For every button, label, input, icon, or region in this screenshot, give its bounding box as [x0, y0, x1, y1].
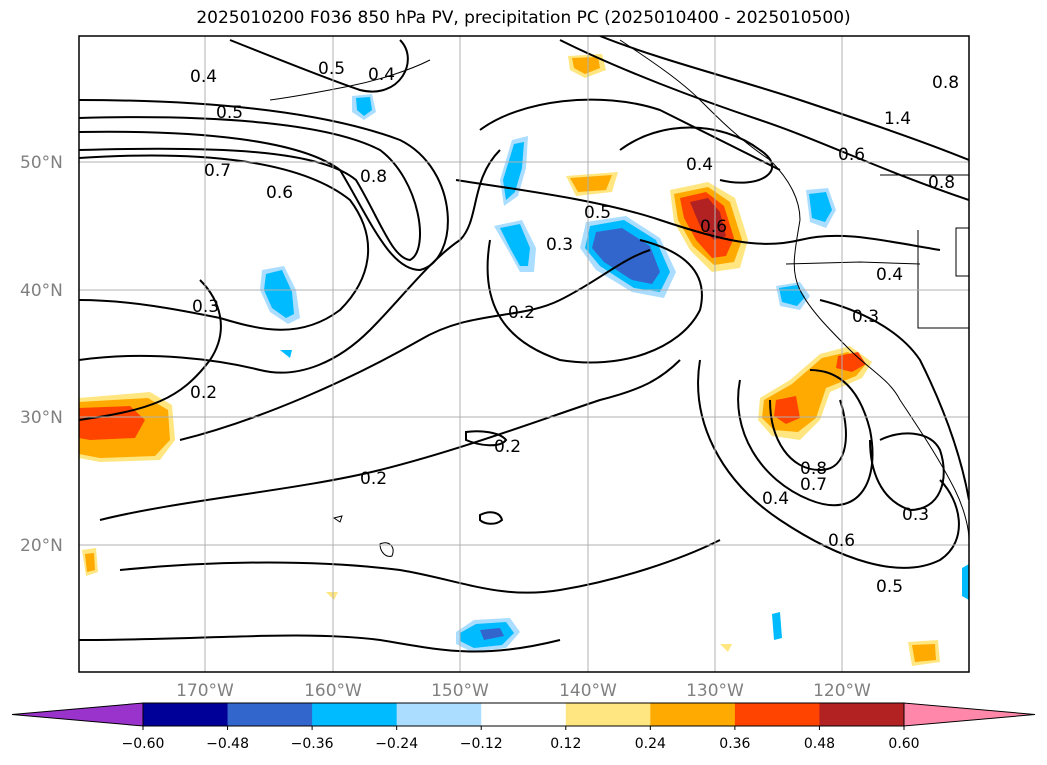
- lat-label: 40°N: [20, 281, 63, 301]
- contour-label: 0.6: [700, 217, 727, 237]
- contour-label: 0.3: [852, 307, 879, 327]
- contour-label: 0.5: [584, 203, 611, 223]
- contour-label: 0.4: [368, 65, 395, 85]
- colorbar-bin: [312, 703, 398, 726]
- colorbar-tick-label: −0.48: [206, 736, 249, 752]
- contour-label: 0.6: [266, 183, 293, 203]
- colorbar: [11, 702, 1036, 727]
- contour-label: 0.2: [190, 383, 217, 403]
- longitude-labels: 170°W 160°W 150°W 140°W 130°W 120°W: [176, 681, 871, 701]
- contour-label: 0.2: [360, 469, 387, 489]
- plot-frame: [78, 35, 970, 673]
- colorbar-bin: [565, 703, 651, 726]
- contour-label: 0.5: [216, 103, 243, 123]
- colorbar-tick-label: 0.60: [888, 736, 919, 752]
- contour-label: 0.8: [928, 173, 955, 193]
- colorbar-bin: [227, 703, 313, 726]
- contour-label: 0.3: [546, 235, 573, 255]
- contour-label: 0.8: [932, 73, 959, 93]
- colorbar-frame: [142, 702, 905, 727]
- contour-label: 0.7: [204, 161, 231, 181]
- colorbar-bin: [143, 703, 229, 726]
- colorbar-extend-low: [11, 702, 144, 727]
- colorbar-bin: [819, 703, 905, 726]
- contour-label: 0.4: [762, 489, 789, 509]
- colorbar-tick-label: −0.12: [460, 736, 503, 752]
- contour-label: 0.2: [508, 303, 535, 323]
- contour-label: 0.6: [828, 531, 855, 551]
- contour-label: 0.6: [838, 145, 865, 165]
- contour-label: 0.7: [800, 475, 827, 495]
- colorbar-bin: [481, 703, 567, 726]
- contour-label: 1.4: [884, 109, 911, 129]
- colorbar-tick-label: 0.12: [550, 736, 581, 752]
- contour-label: 0.4: [190, 67, 217, 87]
- contour-label: 0.5: [876, 577, 903, 597]
- colorbar-bin: [650, 703, 736, 726]
- lat-label: 30°N: [20, 408, 63, 428]
- lat-label: 20°N: [20, 536, 63, 556]
- lat-label: 50°N: [20, 153, 63, 173]
- latitude-labels: 50°N 40°N 30°N 20°N: [20, 153, 63, 556]
- lon-label: 120°W: [813, 681, 871, 701]
- colorbar-labels: −0.60 −0.48 −0.36 −0.24 −0.12 0.12 0.24 0.36 0.4…: [122, 726, 920, 752]
- colorbar-extend-high: [903, 702, 1036, 727]
- colorbar-tick-label: −0.60: [122, 736, 165, 752]
- colorbar-tick-label: 0.24: [635, 736, 666, 752]
- pv-contours: [79, 36, 969, 653]
- contour-label: 0.8: [800, 459, 827, 479]
- precip-shading: [79, 54, 969, 666]
- contour-label: 0.4: [876, 265, 903, 285]
- graticule: [79, 36, 969, 672]
- lon-label: 150°W: [431, 681, 489, 701]
- colorbar-tick-label: 0.36: [719, 736, 750, 752]
- contour-label: 0.3: [902, 505, 929, 525]
- contour-label: 0.8: [360, 167, 387, 187]
- colorbar-bin: [396, 703, 482, 726]
- coastlines: [269, 39, 969, 557]
- contour-label: 0.2: [494, 437, 521, 457]
- lon-label: 160°W: [304, 681, 362, 701]
- colorbar-bin: [734, 703, 820, 726]
- contour-labels: 0.4 0.5 0.4 0.5 0.7 0.6 0.8 0.3 0.2 0.5 …: [190, 59, 959, 597]
- contour-label: 0.5: [318, 59, 345, 79]
- colorbar-tick-label: −0.36: [291, 736, 334, 752]
- lon-label: 170°W: [176, 681, 234, 701]
- lon-label: 140°W: [559, 681, 617, 701]
- colorbar-tick-label: −0.24: [375, 736, 418, 752]
- figure-title: 2025010200 F036 850 hPa PV, precipitatio…: [196, 8, 851, 28]
- contour-label: 0.4: [686, 155, 713, 175]
- colorbar-tick-label: 0.48: [804, 736, 835, 752]
- contour-label: 0.3: [192, 297, 219, 317]
- lon-label: 130°W: [686, 681, 744, 701]
